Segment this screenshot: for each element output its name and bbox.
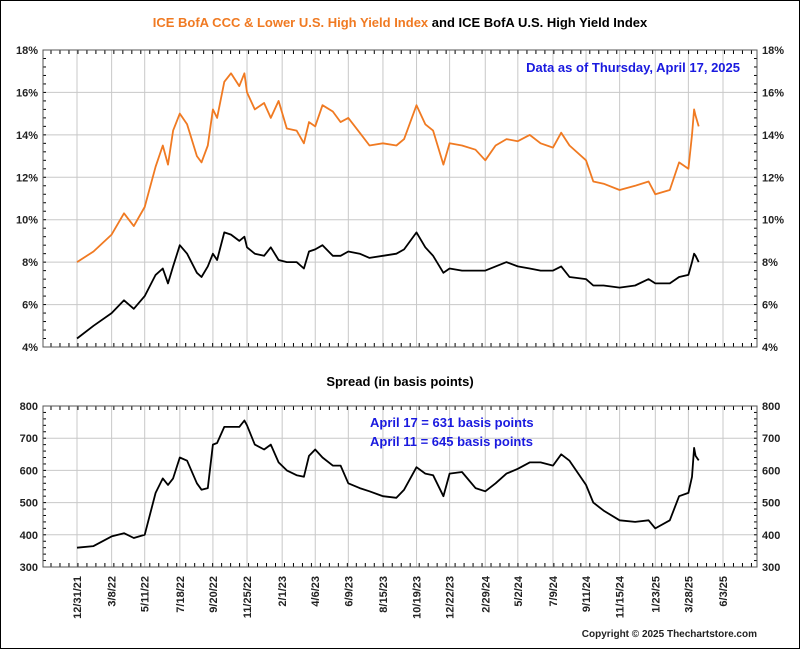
y-tick-label-left: 12% bbox=[16, 172, 38, 184]
y-tick-label-left: 800 bbox=[20, 401, 38, 413]
spread-chart-title: Spread (in basis points) bbox=[326, 374, 473, 389]
x-tick-label: 7/9/24 bbox=[548, 575, 560, 606]
spread-annotation-prior: April 11 = 645 basis points bbox=[370, 434, 533, 449]
title-ccc-part: ICE BofA CCC & Lower U.S. High Yield Ind… bbox=[153, 15, 429, 30]
y-tick-label-right: 4% bbox=[762, 342, 778, 354]
series-line-ccc bbox=[76, 72, 700, 263]
x-tick-label: 6/9/23 bbox=[343, 576, 355, 607]
data-date-annotation: Data as of Thursday, April 17, 2025 bbox=[526, 60, 740, 75]
y-tick-label-left: 500 bbox=[20, 498, 38, 510]
x-tick-label: 2/1/23 bbox=[277, 576, 289, 607]
x-tick-label: 9/11/24 bbox=[581, 575, 593, 612]
x-tick-label: 5/11/22 bbox=[140, 576, 152, 612]
x-tick-label: 6/3/25 bbox=[718, 576, 730, 607]
y-tick-label-left: 4% bbox=[22, 342, 38, 354]
y-tick-label-left: 18% bbox=[16, 45, 38, 57]
y-tick-label-left: 16% bbox=[16, 87, 38, 99]
y-tick-label-left: 14% bbox=[16, 130, 38, 142]
x-tick-label: 8/15/23 bbox=[378, 576, 390, 613]
y-tick-label-left: 700 bbox=[20, 433, 38, 445]
plot-frame bbox=[42, 405, 758, 568]
y-tick-label-left: 400 bbox=[20, 530, 38, 542]
y-tick-label-right: 18% bbox=[762, 45, 784, 57]
x-tick-label: 12/22/23 bbox=[445, 576, 457, 619]
y-tick-label-left: 600 bbox=[20, 465, 38, 477]
x-tick-label: 7/18/22 bbox=[175, 576, 187, 613]
x-tick-label: 2/29/24 bbox=[480, 575, 492, 613]
y-tick-label-left: 300 bbox=[20, 562, 38, 574]
y-tick-label-right: 6% bbox=[762, 300, 778, 312]
copyright: Copyright © 2025 Thechartstore.com bbox=[582, 629, 757, 640]
x-tick-label: 11/25/22 bbox=[242, 576, 254, 618]
spread-annotation-latest: April 17 = 631 basis points bbox=[370, 415, 534, 430]
y-tick-label-right: 12% bbox=[762, 172, 784, 184]
plot-frame bbox=[42, 49, 758, 348]
y-tick-label-right: 300 bbox=[762, 562, 780, 574]
x-axis-labels: 12/31/21 3/8/22 5/11/22 7/18/22 9/20/22 11/25… bbox=[72, 575, 730, 619]
x-tick-label: 5/2/24 bbox=[513, 575, 525, 606]
y-tick-label-right: 600 bbox=[762, 465, 780, 477]
y-tick-label-right: 800 bbox=[762, 401, 780, 413]
x-tick-label: 11/15/24 bbox=[615, 575, 627, 618]
y-tick-label-left: 10% bbox=[16, 215, 38, 227]
spread-chart: 300 300 400 400 500 500 600 600 700 700 800 800 bbox=[20, 401, 781, 574]
series-line-hy bbox=[76, 231, 700, 340]
y-tick-label-right: 10% bbox=[762, 215, 784, 227]
yield-chart: 4% 4% 6% 6% 8% 8% 10% 10% 12% 12% 14% 14% 16% 16% 18% 1… bbox=[16, 45, 784, 354]
x-tick-label: 3/8/22 bbox=[107, 576, 119, 607]
y-tick-label-right: 14% bbox=[762, 130, 784, 142]
title-hy-part: and ICE BofA U.S. High Yield Index bbox=[428, 15, 648, 30]
top-chart-title: ICE BofA CCC & Lower U.S. High Yield Ind… bbox=[153, 15, 648, 30]
series-line-spread bbox=[76, 419, 700, 549]
x-tick-label: 10/19/23 bbox=[412, 576, 424, 619]
y-tick-label-right: 8% bbox=[762, 257, 778, 269]
y-tick-label-right: 700 bbox=[762, 433, 780, 445]
y-tick-label-left: 6% bbox=[22, 300, 38, 312]
y-tick-label-left: 8% bbox=[22, 257, 38, 269]
x-tick-label: 9/20/22 bbox=[208, 576, 220, 613]
y-tick-label-right: 500 bbox=[762, 498, 780, 510]
y-tick-label-right: 16% bbox=[762, 87, 784, 99]
x-tick-label: 12/31/21 bbox=[72, 576, 84, 619]
y-tick-label-right: 400 bbox=[762, 530, 780, 542]
x-tick-label: 4/6/23 bbox=[310, 576, 322, 607]
x-tick-label: 3/28/25 bbox=[683, 576, 695, 613]
x-tick-label: 1/23/25 bbox=[650, 576, 662, 613]
